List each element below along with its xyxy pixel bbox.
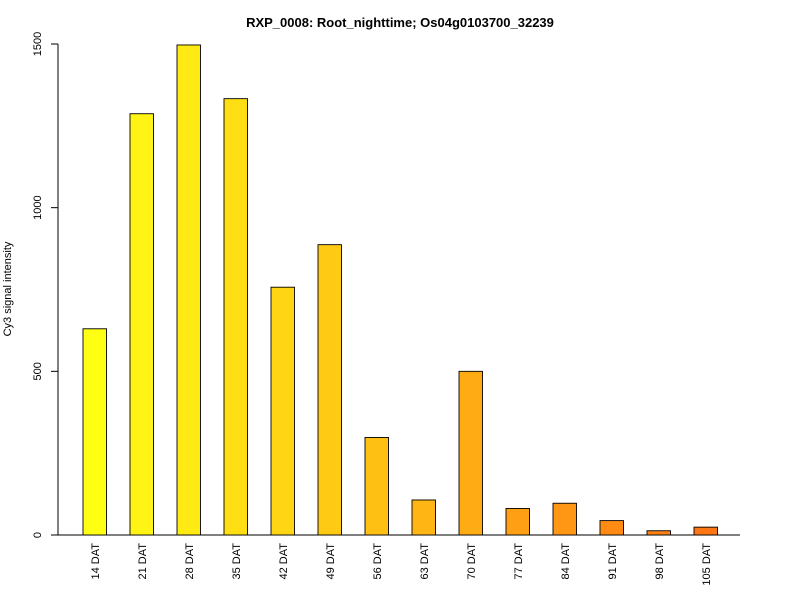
bar-105-dat [693, 526, 718, 536]
x-tick-label: 63 DAT [419, 543, 431, 580]
bar-77-dat [505, 508, 530, 536]
bar-63-dat [411, 499, 436, 536]
y-tick-label: 1500 [32, 32, 44, 56]
bar-49-dat [317, 244, 342, 536]
x-tick-labels: 14 DAT 21 DAT 28 DAT 35 DAT 42 DAT 49 DAT 56 D… [90, 543, 713, 586]
x-tick-label: 84 DAT [560, 543, 572, 580]
y-tick-label: 500 [32, 362, 44, 380]
x-tick-label: 98 DAT [654, 543, 666, 580]
bar-21-dat [129, 113, 154, 536]
x-tick-label: 21 DAT [137, 543, 149, 580]
y-axis: 0 500 1000 1500 [32, 32, 59, 538]
y-tick-label: 0 [32, 532, 44, 538]
x-tick-label: 14 DAT [90, 543, 102, 580]
x-tick-label: 35 DAT [231, 543, 243, 580]
x-tick-label: 77 DAT [513, 543, 525, 580]
bar-35-dat [223, 98, 248, 536]
bars-group [82, 44, 718, 536]
x-tick-label: 91 DAT [607, 543, 619, 580]
x-tick-label: 70 DAT [466, 543, 478, 580]
x-tick-label: 42 DAT [278, 543, 290, 580]
bar-28-dat [176, 44, 201, 536]
bar-42-dat [270, 286, 295, 536]
y-axis-label: Cy3 signal intensity [2, 241, 14, 336]
chart-title: RXP_0008: Root_nighttime; Os04g0103700_3… [246, 15, 554, 30]
y-tick-label: 1000 [32, 195, 44, 219]
x-tick-label: 28 DAT [184, 543, 196, 580]
bar-70-dat [458, 370, 483, 536]
x-tick-label: 105 DAT [701, 543, 713, 586]
bar-98-dat [646, 530, 671, 536]
x-tick-label: 49 DAT [325, 543, 337, 580]
bar-84-dat [552, 502, 577, 536]
x-tick-label: 56 DAT [372, 543, 384, 580]
bar-56-dat [364, 437, 389, 536]
bar-91-dat [599, 520, 624, 536]
bar-14-dat [82, 328, 107, 536]
